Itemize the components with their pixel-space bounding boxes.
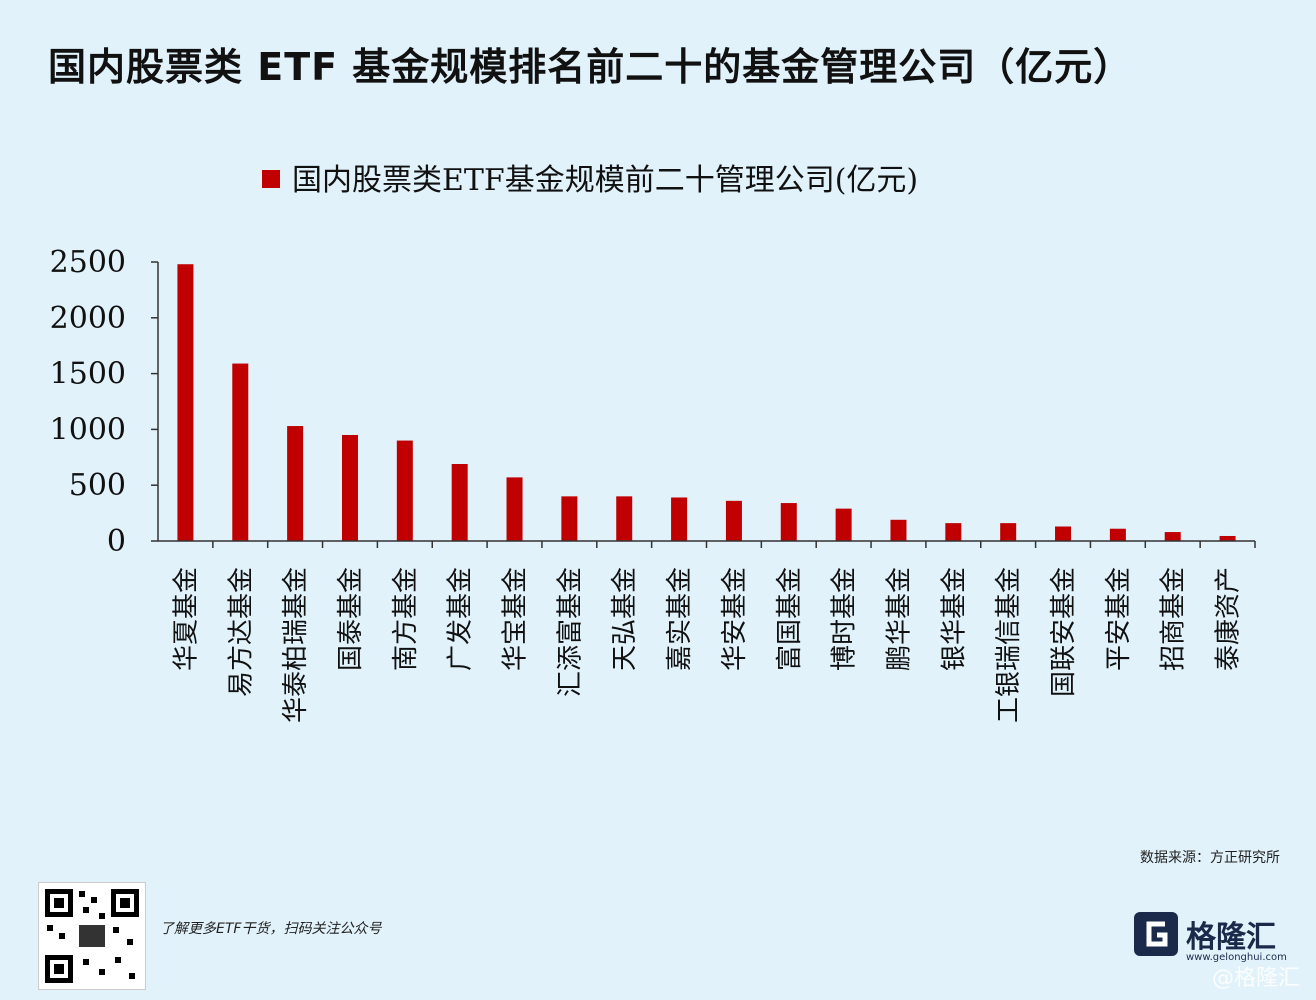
bar xyxy=(890,519,907,541)
data-source: 数据来源：方正研究所 xyxy=(1140,850,1280,866)
x-tick-label: 工银瑞信基金 xyxy=(994,567,1024,723)
qr-code-icon xyxy=(45,889,139,983)
chart-legend: 国内股票类ETF基金规模前二十管理公司(亿元) xyxy=(262,163,918,198)
bar xyxy=(451,463,468,541)
x-tick-label: 嘉实基金 xyxy=(665,567,695,671)
qr-code[interactable] xyxy=(38,882,146,990)
legend-label: 国内股票类ETF基金规模前二十管理公司(亿元) xyxy=(292,163,918,198)
x-tick-label: 华夏基金 xyxy=(171,567,201,671)
x-axis-labels: 华夏基金 易方达基金 华泰柏瑞基金 国泰基金 南方基金 广发基金 华宝基金 汇添富基金 天弘基金… xyxy=(171,541,1256,723)
x-tick-label: 富国基金 xyxy=(775,567,805,671)
x-tick-label: 广发基金 xyxy=(446,567,476,671)
y-tick-label: 1000 xyxy=(50,412,126,447)
bar xyxy=(396,440,413,541)
x-tick-label: 平安基金 xyxy=(1104,567,1134,671)
x-tick-label: 银华基金 xyxy=(939,567,969,671)
x-tick-label: 天弘基金 xyxy=(610,567,640,671)
x-tick-label: 博时基金 xyxy=(830,567,860,671)
x-tick-label: 华安基金 xyxy=(720,567,750,671)
bar xyxy=(177,264,194,541)
bar xyxy=(945,523,962,541)
x-tick-label: 泰康资产 xyxy=(1214,567,1244,671)
bar xyxy=(835,508,852,541)
bar xyxy=(780,503,797,541)
y-tick-label: 2000 xyxy=(50,301,126,336)
x-tick-label: 国泰基金 xyxy=(336,567,366,671)
y-tick-label: 2500 xyxy=(50,245,126,280)
watermark: @格隆汇 xyxy=(1212,966,1301,991)
logo-url: www.gelonghui.com xyxy=(1186,952,1287,963)
bars xyxy=(177,264,1236,541)
x-tick-label: 易方达基金 xyxy=(226,567,256,697)
x-tick-label: 汇添富基金 xyxy=(555,567,585,697)
bar xyxy=(341,434,358,541)
legend-swatch xyxy=(262,170,280,188)
bar xyxy=(725,500,742,541)
logo-g-icon xyxy=(1134,912,1178,956)
bar xyxy=(561,496,578,541)
bar xyxy=(1109,528,1126,541)
bar xyxy=(671,497,688,541)
bar xyxy=(506,477,523,541)
y-tick-label: 500 xyxy=(69,468,126,503)
page-title: 国内股票类 ETF 基金规模排名前二十的基金管理公司（亿元） xyxy=(48,45,1133,89)
x-tick-label: 鹏华基金 xyxy=(884,567,914,671)
bar xyxy=(287,426,304,541)
bar xyxy=(232,363,249,541)
x-tick-label: 华泰柏瑞基金 xyxy=(281,567,311,723)
bar xyxy=(616,496,633,541)
x-tick-label: 华宝基金 xyxy=(501,567,531,671)
x-tick-label: 国联安基金 xyxy=(1049,567,1079,697)
brand-logo[interactable]: 格隆汇 www.gelonghui.com xyxy=(1134,908,1287,968)
bar xyxy=(1055,526,1072,541)
x-tick-label: 招商基金 xyxy=(1159,567,1189,671)
bar xyxy=(1164,532,1181,541)
y-tick-label: 0 xyxy=(107,524,126,559)
y-axis: 0 500 1000 1500 2000 2500 xyxy=(50,245,158,559)
bar-chart: 国内股票类ETF基金规模前二十管理公司(亿元) 0 500 1000 1500 2000… xyxy=(50,163,1256,723)
x-tick-label: 南方基金 xyxy=(391,567,421,671)
qr-caption: 了解更多ETF干货，扫码关注公众号 xyxy=(160,921,382,937)
bar xyxy=(1219,535,1236,541)
y-tick-label: 1500 xyxy=(50,357,126,392)
logo-name: 格隆汇 xyxy=(1186,920,1276,955)
bar xyxy=(1000,523,1017,541)
